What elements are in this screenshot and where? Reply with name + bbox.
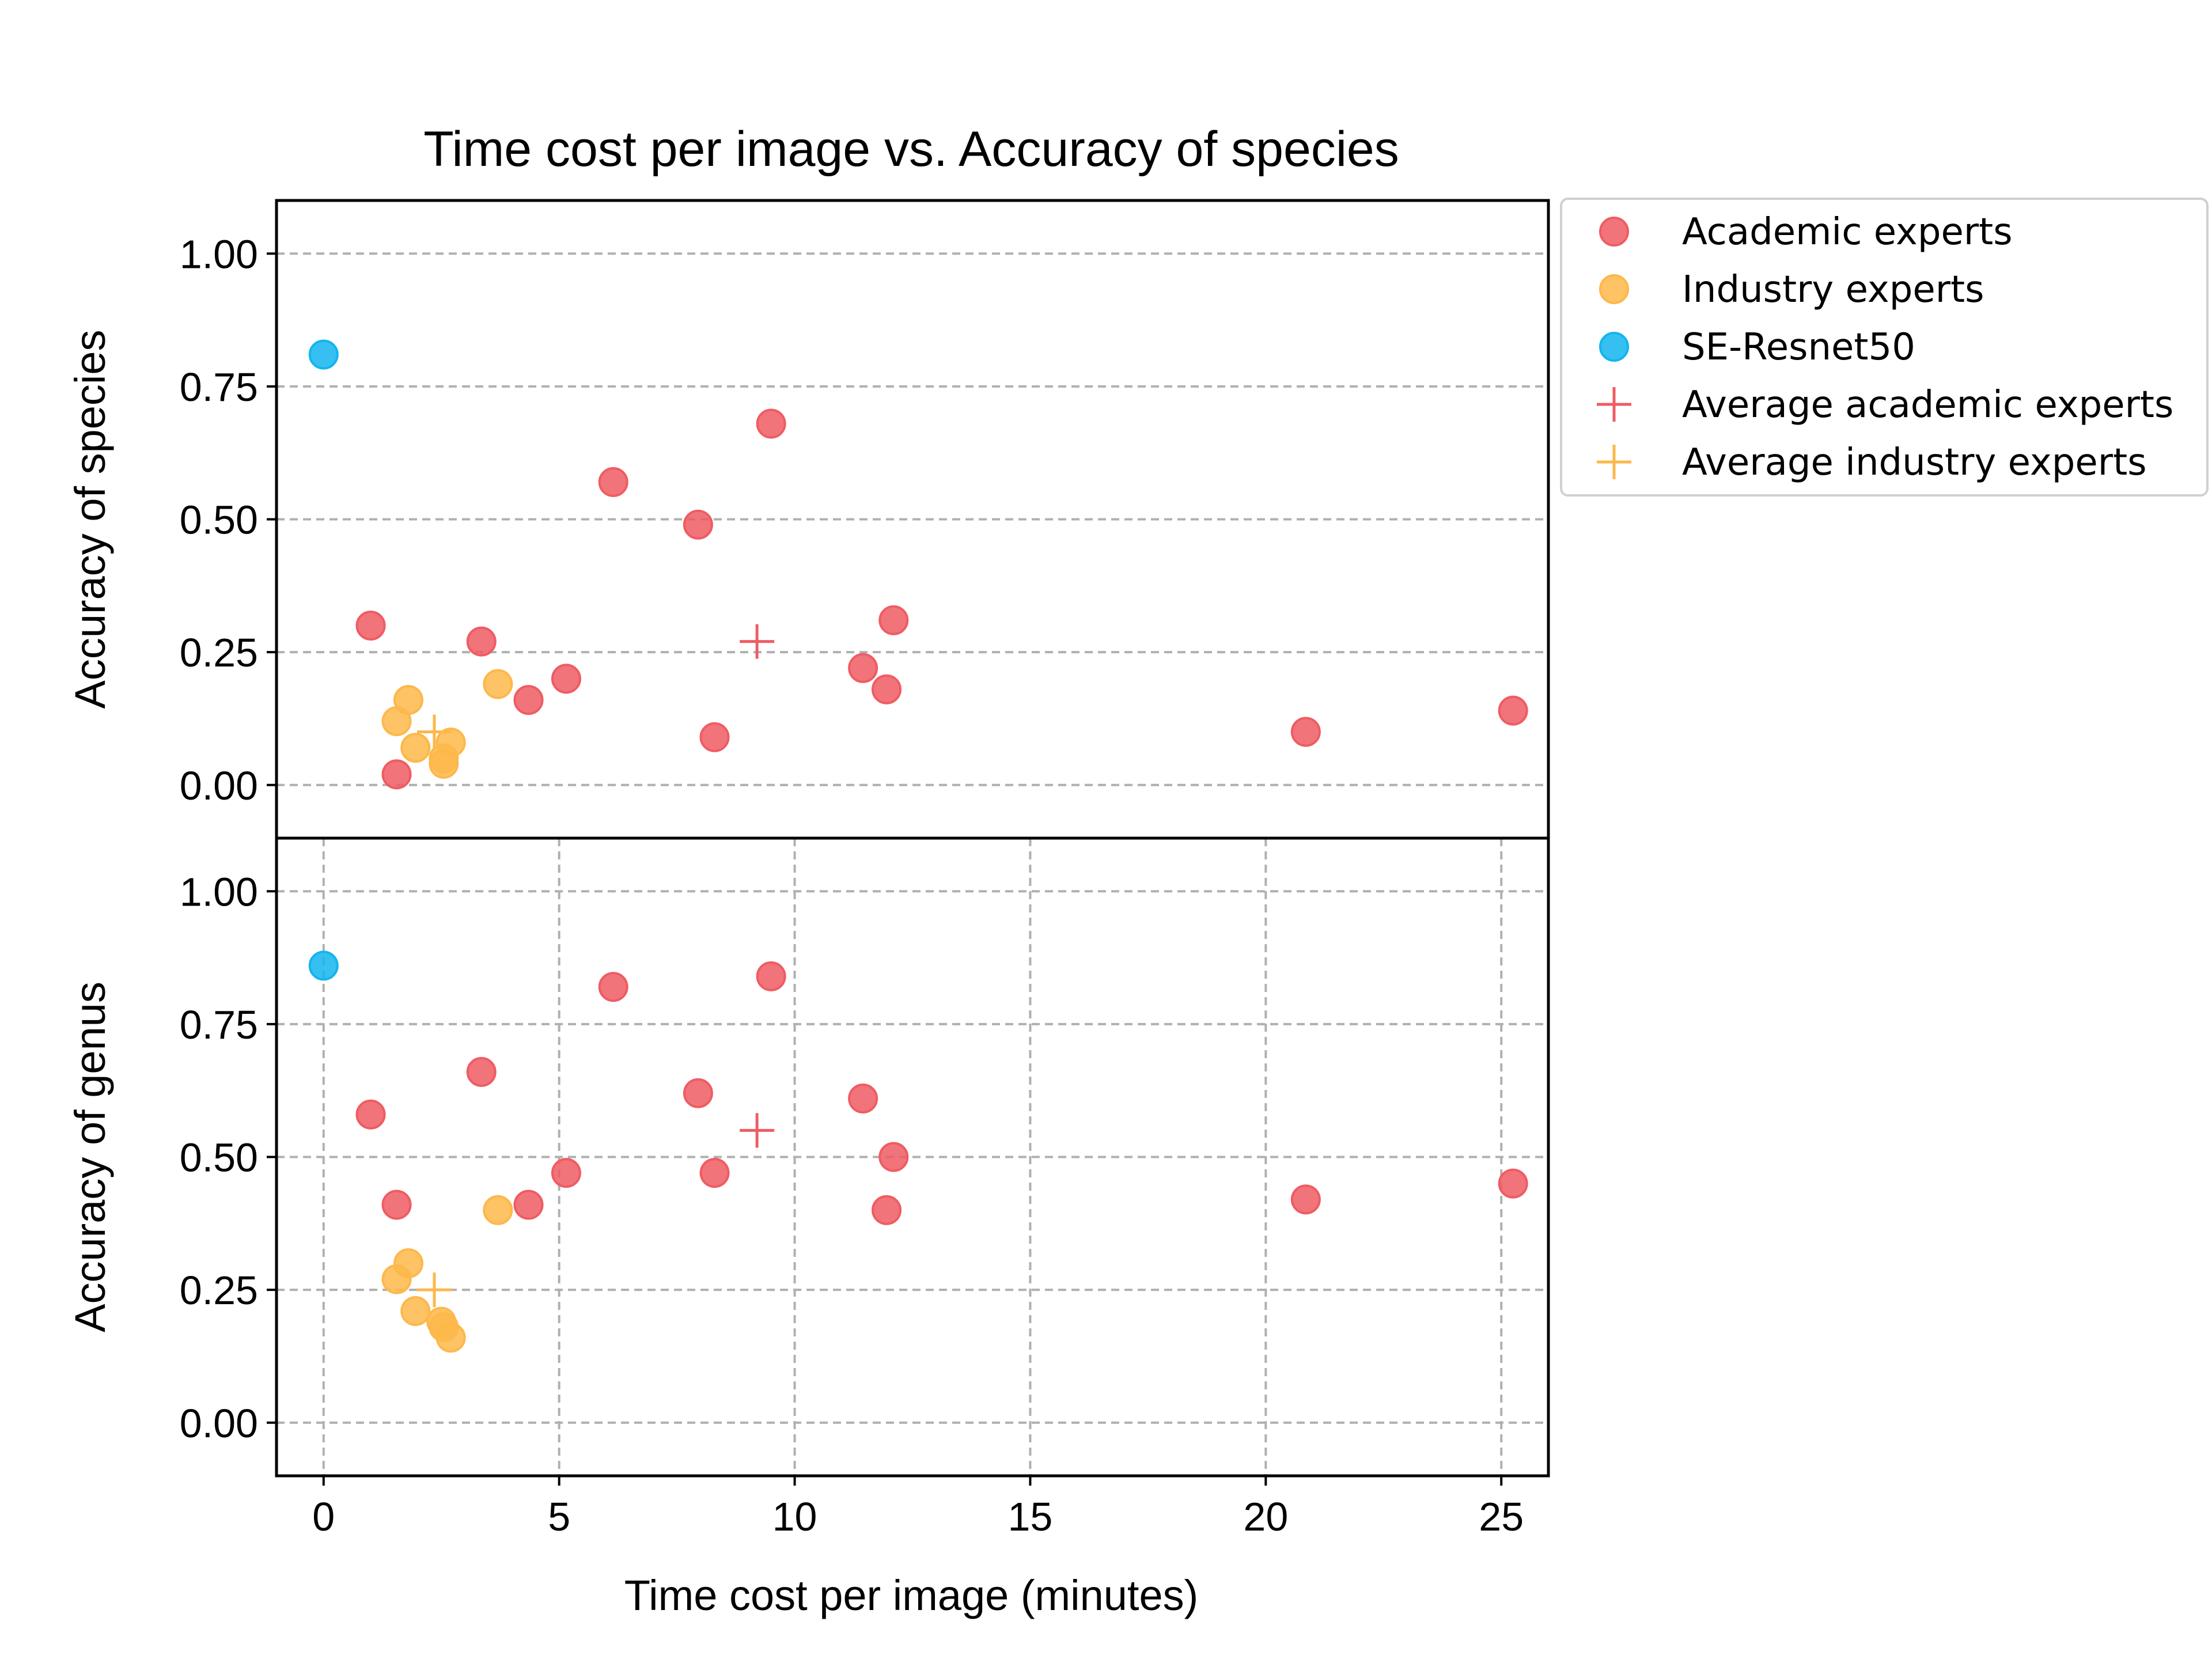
y-tick-label: 0.75 — [180, 365, 258, 410]
data-point — [878, 1142, 909, 1172]
x-axis: 0 5 10 15 20 25 — [312, 1476, 1524, 1539]
data-point — [872, 1195, 902, 1225]
data-point — [1498, 695, 1528, 726]
legend-label: Average academic experts — [1682, 384, 2173, 426]
y-axis-label: Accuracy of genus — [66, 982, 114, 1332]
data-point — [756, 408, 786, 439]
data-point — [355, 1099, 386, 1130]
data-point — [400, 1296, 431, 1327]
legend-marker — [1597, 387, 1631, 422]
average-marker — [740, 624, 775, 659]
data-point — [848, 653, 878, 683]
data-point — [598, 972, 628, 1002]
data-point — [466, 626, 497, 657]
data-point — [551, 664, 581, 694]
panel-frame — [275, 836, 1550, 1478]
legend-marker — [1597, 445, 1631, 479]
legend-label: Academic experts — [1682, 211, 2013, 253]
series-academic-experts — [355, 961, 1528, 1225]
y-tick-label: 1.00 — [180, 232, 258, 276]
y-tick-label: 0.25 — [180, 1268, 258, 1313]
x-tick-label: 20 — [1243, 1494, 1288, 1539]
data-point — [400, 733, 431, 763]
legend-label: Average industry experts — [1682, 441, 2147, 484]
data-point — [393, 1248, 423, 1278]
legend-label: Industry experts — [1682, 268, 1984, 311]
data-point — [848, 1084, 878, 1114]
data-point — [1290, 717, 1321, 747]
y-tick-label: 1.00 — [180, 869, 258, 914]
legend-box — [1560, 198, 2209, 497]
legend-marker — [1599, 217, 1629, 247]
data-point — [483, 1195, 513, 1225]
data-point — [683, 509, 713, 540]
data-point — [355, 611, 386, 641]
data-point — [878, 605, 909, 635]
series-industry-experts — [381, 669, 513, 779]
legend-item: Average academic experts — [1597, 384, 2173, 426]
data-point — [381, 1190, 412, 1220]
y-tick-label: 0.25 — [180, 630, 258, 675]
average-marker — [740, 1113, 775, 1148]
y-tick-label: 0.00 — [180, 763, 258, 808]
data-point — [308, 950, 339, 981]
series-industry-experts — [381, 1195, 513, 1353]
data-point — [1290, 1184, 1321, 1215]
y-tick-label: 0.00 — [180, 1401, 258, 1446]
x-tick-label: 5 — [548, 1494, 570, 1539]
panel-species: 0.00 0.25 0.50 0.75 1.00 Accuracy of species — [66, 199, 1550, 840]
x-axis-label: Time cost per image (minutes) — [624, 1571, 1199, 1619]
legend-label: SE-Resnet50 — [1682, 326, 1915, 369]
data-point — [466, 1056, 497, 1087]
x-tick-label: 0 — [312, 1494, 335, 1539]
series-average-industry-experts — [416, 1272, 452, 1308]
panel-genus: 0.00 0.25 0.50 0.75 1.00 Accuracy of genus — [66, 836, 1550, 1478]
x-tick-label: 15 — [1008, 1494, 1053, 1539]
data-points — [308, 950, 1528, 1353]
data-point — [699, 722, 730, 752]
y-tick-label: 0.75 — [180, 1002, 258, 1047]
y-tick-label: 0.50 — [180, 498, 258, 543]
series-academic-experts — [355, 408, 1528, 790]
data-point — [513, 1190, 544, 1220]
x-tick-label: 25 — [1479, 1494, 1524, 1539]
legend-marker — [1599, 274, 1629, 304]
data-point — [756, 961, 786, 991]
data-point — [699, 1158, 730, 1188]
legend-item: Average industry experts — [1597, 441, 2147, 484]
legend-marker — [1599, 332, 1629, 362]
y-axis-label: Accuracy of species — [66, 329, 114, 709]
data-point — [435, 1323, 466, 1353]
x-tick-label: 10 — [772, 1494, 817, 1539]
legend-item: Academic experts — [1599, 211, 2013, 253]
series-se-resnet50 — [308, 950, 339, 981]
data-point — [429, 748, 459, 779]
data-point — [1498, 1168, 1528, 1199]
series-average-industry-experts — [416, 714, 452, 749]
data-point — [598, 467, 628, 497]
average-marker — [416, 714, 452, 749]
data-point — [483, 669, 513, 699]
data-points — [308, 339, 1528, 790]
data-point — [872, 674, 902, 704]
series-average-academic-experts — [740, 624, 775, 659]
data-point — [683, 1078, 713, 1108]
y-tick-label: 0.50 — [180, 1135, 258, 1180]
data-point — [551, 1158, 581, 1188]
series-average-academic-experts — [740, 1113, 775, 1148]
data-point — [513, 685, 544, 715]
legend-item: Industry experts — [1599, 268, 1984, 311]
average-marker — [416, 1272, 452, 1308]
data-point — [381, 759, 412, 790]
series-se-resnet50 — [308, 339, 339, 370]
legend-item: SE-Resnet50 — [1599, 326, 1915, 369]
data-point — [393, 685, 423, 715]
legend: Academic experts Industry experts SE-Resne… — [1560, 198, 2209, 497]
data-point — [308, 339, 339, 370]
chart-title: Time cost per image vs. Accuracy of spec… — [423, 122, 1399, 177]
